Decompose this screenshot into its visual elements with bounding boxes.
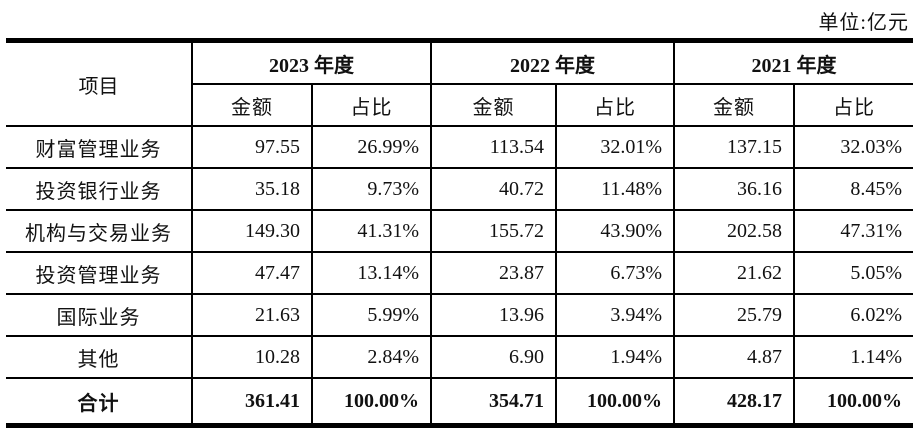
amount-cell: 354.71: [430, 377, 557, 427]
table-row: 国际业务 21.63 5.99% 13.96 3.94% 25.79 6.02%: [6, 293, 913, 337]
amount-cell: 21.63: [191, 293, 313, 337]
ratio-cell: 32.01%: [555, 125, 675, 169]
total-label: 合计: [6, 377, 193, 427]
table-row: 机构与交易业务 149.30 41.31% 155.72 43.90% 202.…: [6, 209, 913, 253]
amount-cell: 47.47: [191, 251, 313, 295]
ratio-cell: 100.00%: [555, 377, 675, 427]
row-label: 国际业务: [6, 293, 193, 337]
ratio-cell: 6.73%: [555, 251, 675, 295]
col-header-year-2023: 2023 年度: [191, 39, 432, 85]
amount-cell: 137.15: [673, 125, 795, 169]
ratio-cell: 6.02%: [793, 293, 913, 337]
amount-cell: 40.72: [430, 167, 557, 211]
amount-cell: 428.17: [673, 377, 795, 427]
col-header-ratio-2023: 占比: [311, 83, 432, 127]
col-header-amount-2021: 金额: [673, 83, 795, 127]
col-header-item: 项目: [6, 39, 193, 127]
amount-cell: 361.41: [191, 377, 313, 427]
unit-label: 单位:亿元: [818, 12, 909, 34]
table-row: 投资银行业务 35.18 9.73% 40.72 11.48% 36.16 8.…: [6, 167, 913, 211]
col-header-year-2021: 2021 年度: [673, 39, 913, 85]
amount-cell: 13.96: [430, 293, 557, 337]
table-row: 投资管理业务 47.47 13.14% 23.87 6.73% 21.62 5.…: [6, 251, 913, 295]
ratio-cell: 32.03%: [793, 125, 913, 169]
amount-cell: 155.72: [430, 209, 557, 253]
row-label: 财富管理业务: [6, 125, 193, 169]
amount-cell: 25.79: [673, 293, 795, 337]
ratio-cell: 5.05%: [793, 251, 913, 295]
amount-cell: 21.62: [673, 251, 795, 295]
col-header-ratio-2022: 占比: [555, 83, 675, 127]
ratio-cell: 9.73%: [311, 167, 432, 211]
ratio-cell: 1.94%: [555, 335, 675, 379]
table-row: 其他 10.28 2.84% 6.90 1.94% 4.87 1.14%: [6, 335, 913, 379]
row-label: 其他: [6, 335, 193, 379]
amount-cell: 113.54: [430, 125, 557, 169]
table-total-row: 合计 361.41 100.00% 354.71 100.00% 428.17 …: [6, 377, 913, 427]
ratio-cell: 8.45%: [793, 167, 913, 211]
ratio-cell: 2.84%: [311, 335, 432, 379]
row-label: 投资银行业务: [6, 167, 193, 211]
row-label: 机构与交易业务: [6, 209, 193, 253]
ratio-cell: 43.90%: [555, 209, 675, 253]
amount-cell: 35.18: [191, 167, 313, 211]
col-header-ratio-2021: 占比: [793, 83, 913, 127]
row-label: 投资管理业务: [6, 251, 193, 295]
ratio-cell: 3.94%: [555, 293, 675, 337]
segment-revenue-table: 项目 2023 年度 2022 年度 2021 年度 金额 占比 金额 占比 金…: [6, 38, 913, 428]
ratio-cell: 5.99%: [311, 293, 432, 337]
ratio-cell: 1.14%: [793, 335, 913, 379]
ratio-cell: 41.31%: [311, 209, 432, 253]
ratio-cell: 13.14%: [311, 251, 432, 295]
table-header-years-row: 项目 2023 年度 2022 年度 2021 年度: [6, 39, 913, 127]
amount-cell: 10.28: [191, 335, 313, 379]
amount-cell: 202.58: [673, 209, 795, 253]
amount-cell: 36.16: [673, 167, 795, 211]
amount-cell: 6.90: [430, 335, 557, 379]
amount-cell: 97.55: [191, 125, 313, 169]
col-header-amount-2022: 金额: [430, 83, 557, 127]
amount-cell: 149.30: [191, 209, 313, 253]
table-row: 财富管理业务 97.55 26.99% 113.54 32.01% 137.15…: [6, 125, 913, 169]
col-header-amount-2023: 金额: [192, 83, 313, 127]
amount-cell: 23.87: [430, 251, 557, 295]
table-header-subcols-row: 金额 占比 金额 占比 金额 占比: [6, 83, 913, 127]
col-header-year-2022: 2022 年度: [430, 39, 675, 85]
ratio-cell: 26.99%: [311, 125, 432, 169]
ratio-cell: 11.48%: [555, 167, 675, 211]
ratio-cell: 100.00%: [793, 377, 913, 427]
ratio-cell: 47.31%: [793, 209, 913, 253]
ratio-cell: 100.00%: [311, 377, 432, 427]
amount-cell: 4.87: [673, 335, 795, 379]
